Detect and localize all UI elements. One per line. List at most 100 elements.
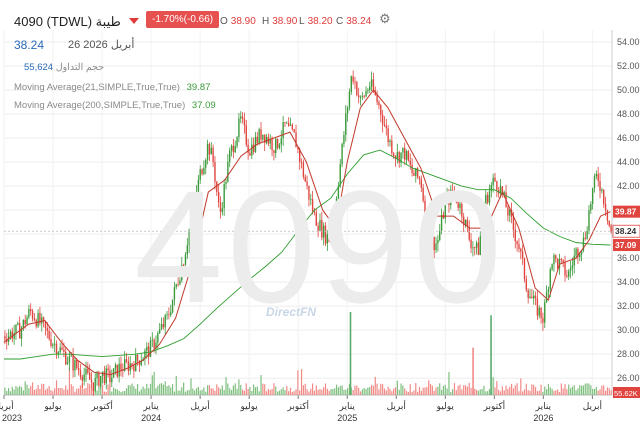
- volume-bar: [170, 387, 172, 395]
- volume-bar: [459, 384, 461, 395]
- volume-bar: [114, 388, 117, 395]
- candle-body: [345, 113, 347, 135]
- volume-bar: [105, 391, 107, 395]
- volume-bar: [461, 389, 463, 395]
- symbol-title: 4090 (TDWL) طيبة: [14, 14, 121, 30]
- volume-bar: [98, 385, 100, 395]
- candle-body: [479, 236, 481, 255]
- candle-body: [262, 134, 264, 140]
- volume-bar: [236, 388, 238, 395]
- volume-bar: [582, 385, 585, 395]
- candle-body: [486, 194, 489, 203]
- volume-bar: [280, 389, 282, 395]
- volume-bar: [315, 385, 317, 395]
- volume-bar: [160, 383, 163, 395]
- volume-bar: [192, 388, 194, 395]
- volume-bar: [291, 391, 293, 395]
- candle-body: [31, 310, 34, 319]
- candle-body: [291, 124, 294, 130]
- candle-body: [453, 192, 456, 194]
- candle-body: [258, 129, 260, 143]
- gear-icon[interactable]: ⚙: [379, 11, 391, 26]
- candle-body: [555, 255, 557, 259]
- volume-bar: [201, 389, 203, 395]
- candle-body: [140, 361, 142, 366]
- volume-bar: [468, 382, 470, 395]
- candle-body: [586, 230, 588, 239]
- volume-bar: [536, 391, 538, 395]
- volume-bar: [378, 389, 380, 395]
- candle-body: [536, 298, 539, 316]
- candle-body: [76, 360, 78, 368]
- x-tick-label: أبريل: [190, 400, 209, 412]
- candle-body: [217, 192, 220, 203]
- volume-bar: [573, 385, 575, 395]
- down-arrow-icon: [129, 18, 139, 24]
- volume-bar: [448, 372, 450, 395]
- candle-body: [219, 202, 222, 212]
- x-tick-label: يناير: [535, 402, 552, 412]
- volume-bar: [37, 385, 39, 395]
- volume-bar: [113, 387, 115, 395]
- volume-bar: [324, 383, 327, 395]
- candle-body: [155, 342, 157, 349]
- volume-bar: [125, 388, 128, 395]
- candle-body: [604, 203, 607, 210]
- volume-bar: [78, 388, 80, 395]
- volume-bar: [446, 388, 448, 395]
- price-tag-label: 39.87: [615, 207, 637, 217]
- candle-body: [405, 151, 408, 160]
- candle-body: [24, 319, 26, 325]
- candle-body: [470, 239, 472, 249]
- candle-body: [534, 295, 537, 299]
- candle-body: [247, 144, 249, 153]
- candle-body: [100, 375, 102, 386]
- volume-bar: [592, 388, 594, 395]
- volume-bar: [544, 386, 546, 395]
- candle-body: [462, 216, 465, 226]
- volume-bar: [87, 383, 89, 395]
- candle-body: [306, 181, 308, 186]
- volume-bar: [558, 391, 561, 395]
- candle-body: [435, 243, 437, 251]
- candle-body: [488, 191, 491, 203]
- volume-bar: [96, 390, 98, 395]
- symbol-code: 4090: [14, 14, 43, 29]
- volume-bar: [335, 384, 338, 395]
- candle-body: [564, 262, 566, 276]
- volume-bar: [184, 391, 187, 395]
- candle-body: [455, 193, 458, 203]
- volume-bar: [464, 385, 467, 395]
- volume-bar: [348, 384, 351, 395]
- volume-bar: [479, 389, 481, 395]
- x-year-label: 2025: [337, 413, 357, 423]
- volume-bar: [52, 391, 54, 395]
- candle-body: [284, 122, 286, 124]
- volume-bar: [35, 389, 37, 395]
- volume-bar: [289, 387, 292, 395]
- candle-body: [464, 219, 467, 226]
- candle-body: [197, 179, 200, 194]
- candle-body: [210, 147, 212, 155]
- candle-body: [48, 330, 50, 339]
- candle-body: [300, 162, 303, 163]
- volume-bar: [269, 389, 271, 395]
- volume-bar: [463, 385, 465, 395]
- candle-body: [579, 254, 581, 258]
- candle-body: [509, 209, 511, 216]
- x-tick-label: أبريل: [387, 400, 406, 412]
- candle-body: [322, 225, 325, 238]
- volume-bar: [485, 391, 487, 395]
- volume-bar: [101, 384, 104, 395]
- candle-body: [359, 96, 362, 98]
- volume-bar: [586, 383, 588, 395]
- candle-body: [343, 134, 345, 144]
- volume-bar: [429, 384, 432, 395]
- candle-body: [61, 347, 63, 350]
- volume-bar: [111, 391, 113, 395]
- volume-bar: [68, 367, 71, 395]
- volume-bar: [520, 378, 522, 395]
- candle-body: [335, 198, 338, 211]
- volume-bar: [523, 389, 526, 395]
